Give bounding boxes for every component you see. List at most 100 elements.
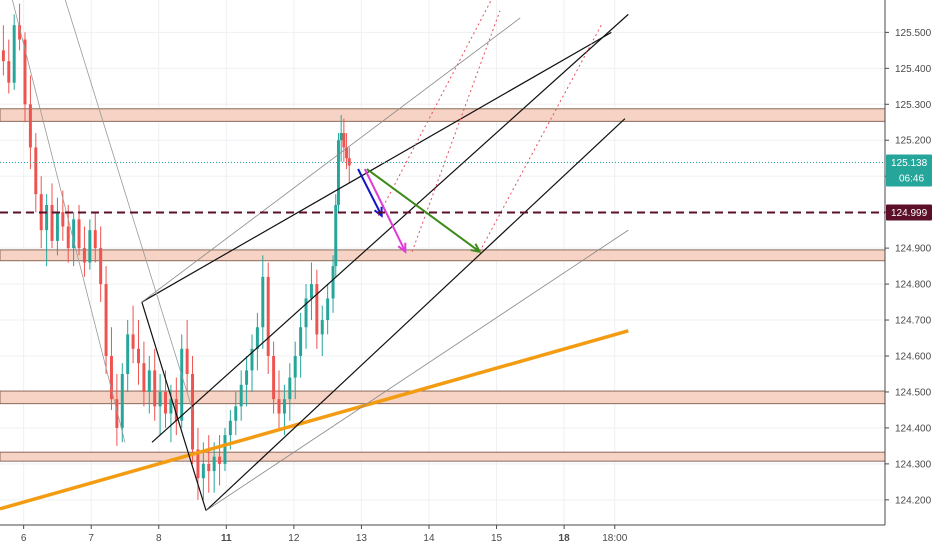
x-tick-label: 12 [288,533,300,544]
candle-body [266,276,270,356]
candle-body [304,298,308,328]
candle-body [212,456,216,472]
candle-body [288,377,292,400]
price-tag [886,154,932,187]
channel-line [205,118,626,512]
candle-body [320,320,324,335]
y-tick-label: 125.400 [895,64,932,75]
candle-body [99,248,103,285]
candle-body [207,463,211,472]
candle-body [326,298,330,321]
channel-line [141,301,207,511]
candle-body [201,463,205,479]
candle-body [93,230,97,249]
y-tick-label: 124.400 [895,423,932,434]
candle-body [137,348,140,364]
y-tick-label: 124.500 [895,387,932,398]
candle-body [293,355,297,378]
support-resistance-zones [0,108,886,462]
arrow-head [470,243,482,254]
candle-body [180,348,184,421]
candle-body [12,25,16,83]
x-tick-label: 13 [356,533,368,544]
candle-body [245,370,249,385]
candle-body [109,355,113,400]
zone-band [0,451,886,462]
candle-body [228,420,232,436]
candle-body [331,266,335,299]
channel-line [11,0,126,443]
drawings [0,0,629,512]
channel-line [141,31,612,303]
candle-body [72,219,76,249]
y-tick-label: 125.300 [895,100,932,111]
candle-body [7,61,11,83]
price-levels [0,162,885,214]
zone-band [0,108,886,122]
dotted-ray [377,0,492,216]
zone-band [0,390,886,405]
price-tag-label: 124.999 [891,208,928,219]
candle-body [336,140,340,205]
y-tick-label: 124.300 [895,459,932,470]
candle-body [345,147,349,159]
candle-body [28,104,32,148]
candle-body [255,327,259,349]
x-axis-background [0,525,932,550]
candle-body [34,147,38,195]
price-tags: 125.138 06:46 124.999 [886,154,932,221]
candle-body [18,25,22,40]
candle-body [77,219,81,249]
candle-body [299,327,303,356]
arrow-line [366,168,481,253]
candle-body [277,399,281,414]
zone-band [0,249,886,262]
x-axis: 6 7 8 11 12 13 14 15 18 18:00 [0,524,932,550]
candle-body [309,284,313,299]
dotted-ray [479,24,602,252]
dotted-ray [411,10,501,252]
candle-body [50,204,54,241]
channel-line [64,0,193,411]
arrow-line [357,168,383,217]
candle-body [126,334,130,374]
candle-body [1,50,5,62]
candle-body [334,204,338,267]
candle-body [218,456,222,464]
y-tick-label: 125.200 [895,136,932,147]
channel-line [205,229,629,511]
candle-body [169,399,173,414]
candle-body [131,334,135,349]
candle-body [23,39,27,105]
x-tick-label: 15 [491,533,503,544]
price-tag-label: 125.138 [891,158,928,169]
candle-body [223,435,227,464]
candle-body [66,226,70,249]
candle-body [185,348,189,374]
channel-line [151,13,629,443]
candle-body [282,399,286,414]
candle-body [45,204,49,231]
y-tick-label: 125.500 [895,28,932,39]
candle-body [191,373,195,450]
candle-body [250,348,254,371]
x-tick-label: 6 [21,533,27,544]
candle-body [339,133,343,141]
y-tick-label: 124.800 [895,280,932,291]
candle-body [174,399,178,421]
y-axis-background [885,0,932,550]
x-tick-label: 7 [88,533,94,544]
candle-body [196,449,200,479]
x-tick-label: 8 [156,533,162,544]
candle-body [261,276,265,328]
candle-body [164,391,168,414]
channel-line [141,17,521,303]
arrow-head [373,206,383,218]
x-tick-label: 18 [559,533,571,544]
arrow-head [397,242,407,254]
price-tag-countdown: 06:46 [899,174,924,185]
y-tick-label: 124.600 [895,351,932,362]
chart-grid [0,0,885,525]
candle-body [61,212,65,227]
